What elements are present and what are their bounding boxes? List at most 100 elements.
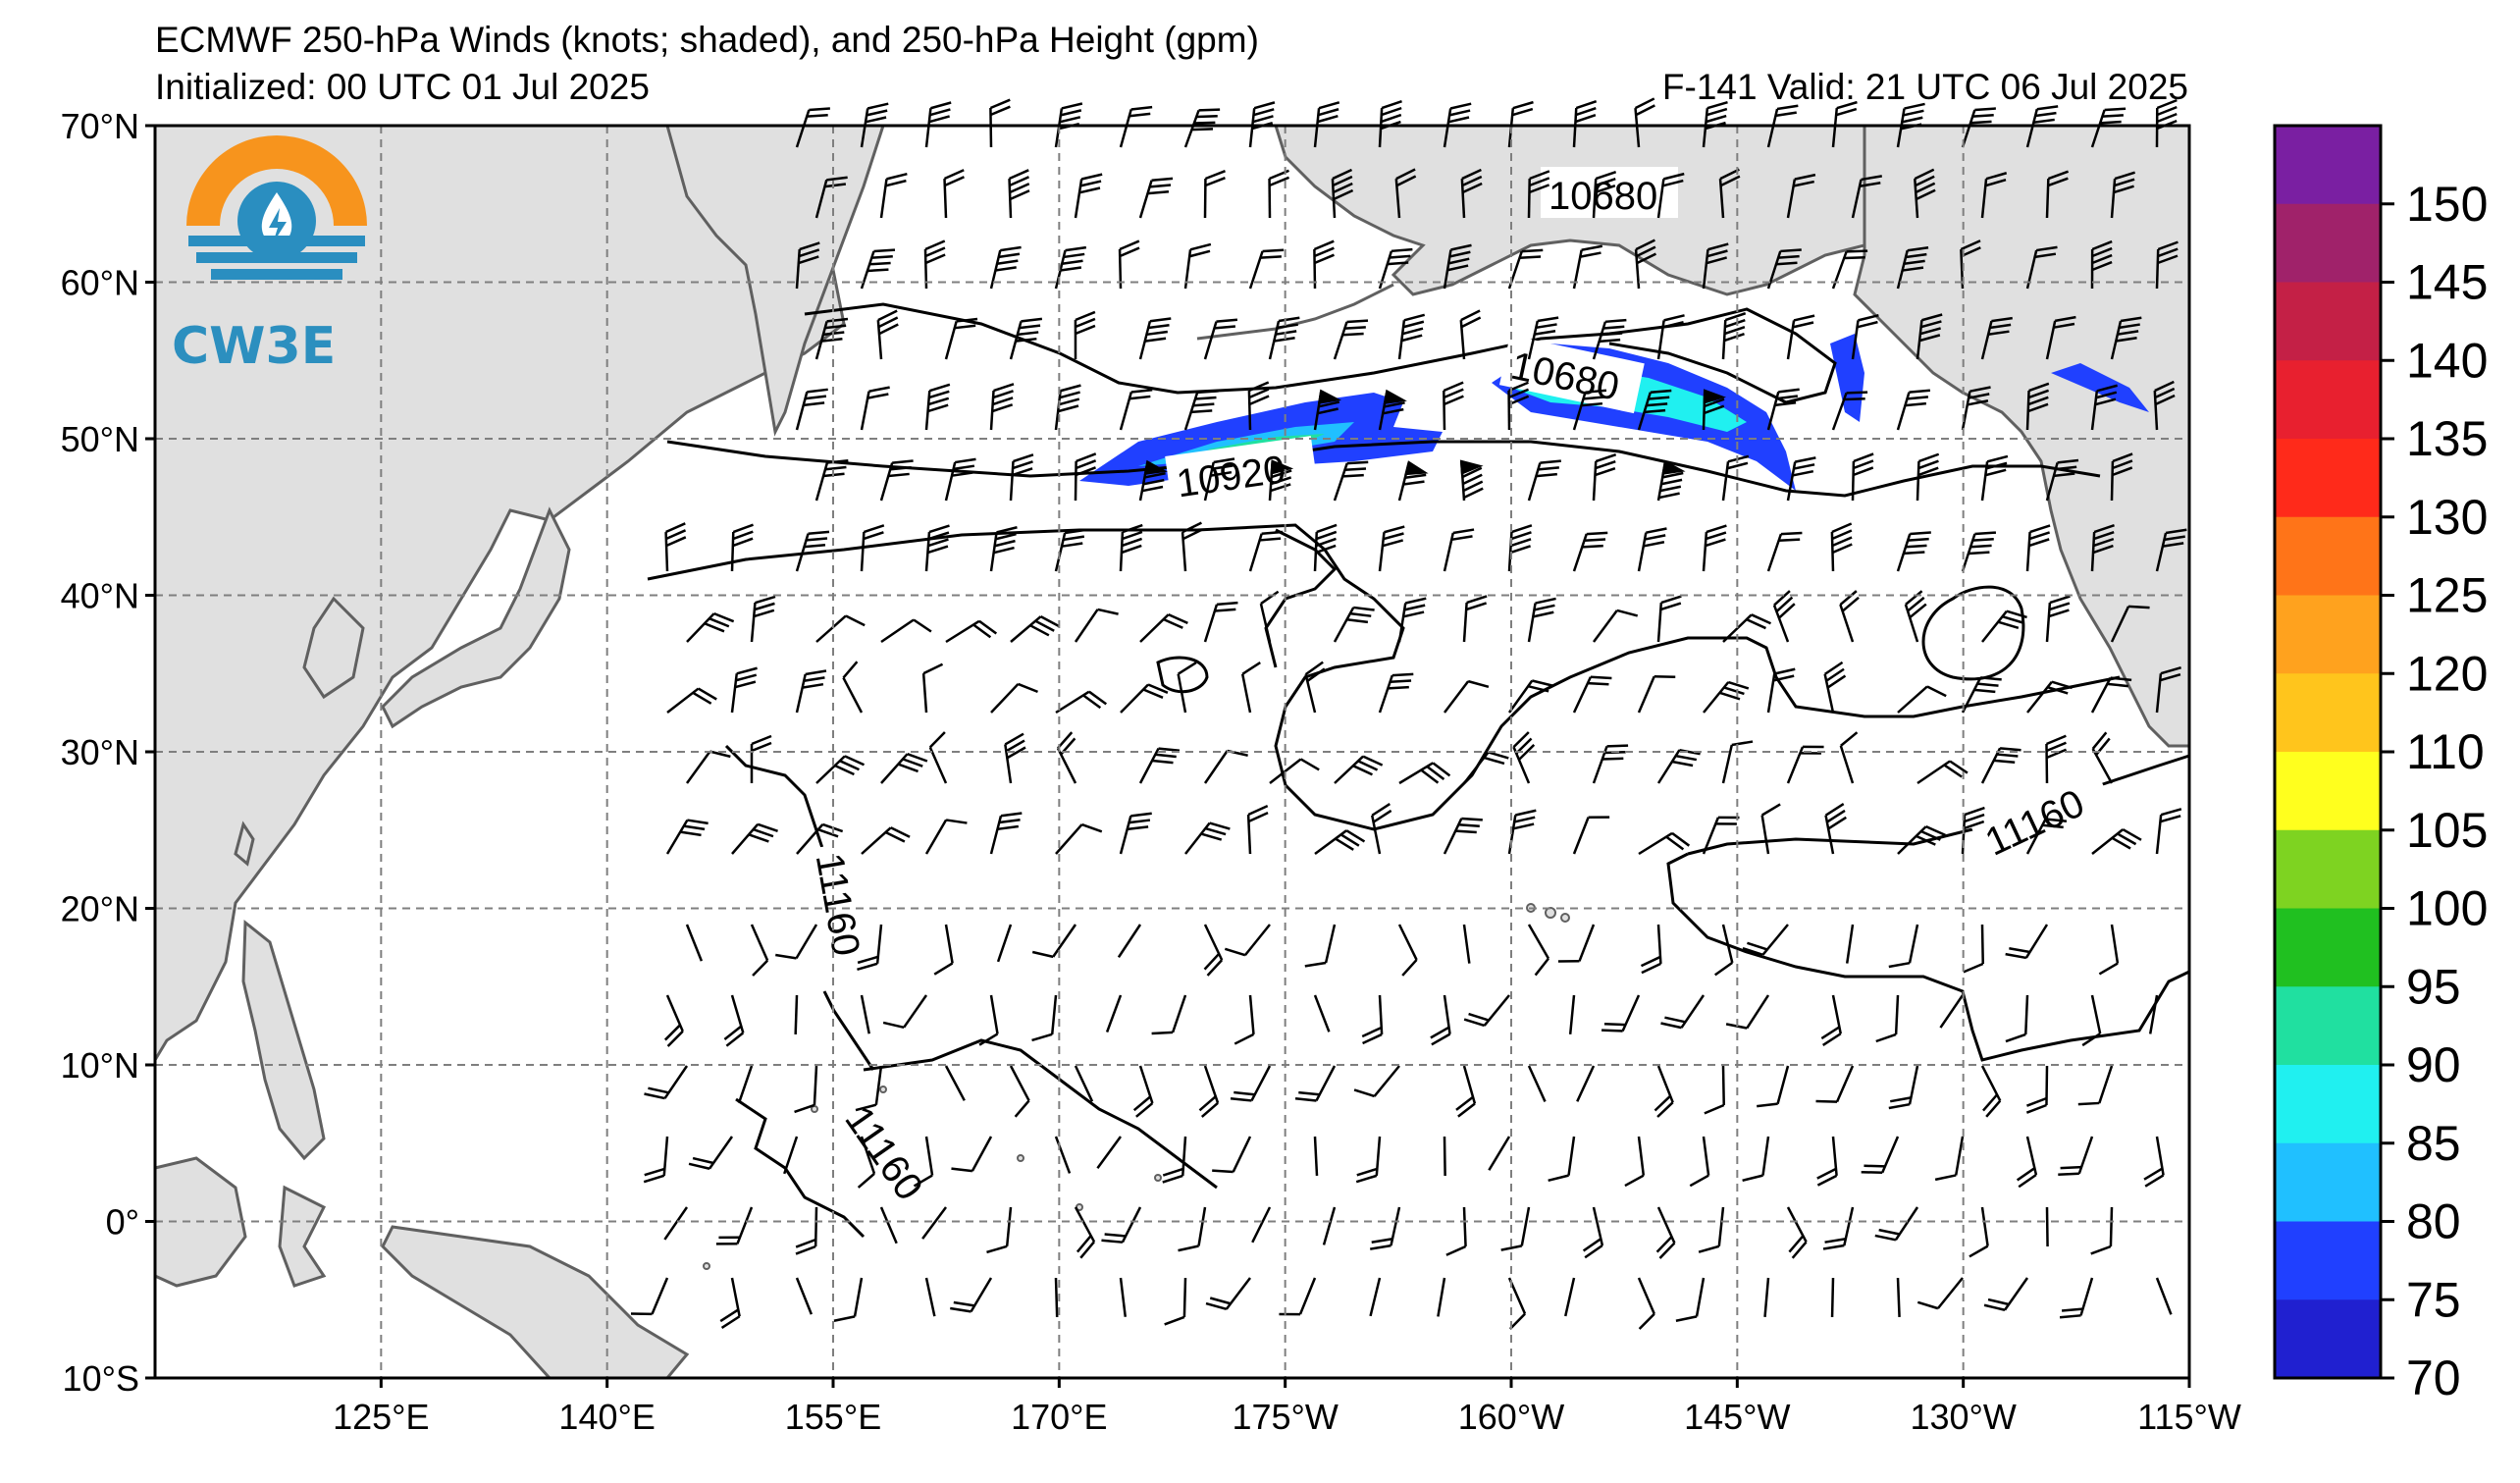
barb-feather — [1432, 762, 1451, 777]
wind-barb — [1845, 924, 1855, 964]
barb-feather — [1512, 100, 1534, 110]
barb-feather — [1905, 252, 1927, 259]
barb-feather — [1715, 822, 1737, 825]
barb-feather — [866, 393, 889, 399]
barb-feather — [709, 750, 731, 759]
colorbar-swatch — [2275, 908, 2381, 987]
barb-staff — [1721, 1065, 1725, 1106]
wind-barb — [2045, 595, 2071, 643]
barb-feather — [2027, 402, 2049, 413]
lon-label: 170°E — [1011, 1397, 1107, 1437]
barb-feather — [1665, 835, 1685, 851]
barb-feather — [1080, 173, 1103, 181]
colorbar-label: 70 — [2406, 1351, 2461, 1405]
barb-feather — [1452, 528, 1475, 535]
barb-feather — [2111, 836, 2131, 850]
barb-feather — [1704, 404, 1725, 415]
barb-feather — [1252, 115, 1274, 124]
wind-barb — [1378, 389, 1407, 431]
wind-barb — [1527, 1065, 1547, 1102]
wind-barb — [1823, 661, 1847, 714]
barb-staff — [1763, 1277, 1770, 1317]
barb-feather — [2127, 605, 2150, 609]
colorbar-label: 120 — [2406, 646, 2488, 701]
barb-feather — [1455, 829, 1477, 834]
barb-feather — [1704, 1103, 1725, 1115]
barb-feather — [799, 241, 820, 251]
barb-staff — [1894, 994, 1900, 1035]
barb-feather — [704, 622, 725, 633]
barb-feather — [1209, 821, 1231, 830]
barb-feather — [1130, 388, 1153, 394]
wind-barb — [1463, 994, 1510, 1028]
barb-feather — [2016, 1167, 2036, 1182]
barb-feather — [1012, 467, 1033, 477]
barb-feather — [1964, 813, 1985, 823]
barb-staff — [1980, 1206, 1989, 1246]
wind-barb — [1888, 1065, 1919, 1110]
lat-label: 40°N — [61, 576, 139, 616]
wind-barb — [990, 682, 1038, 714]
barb-feather — [757, 822, 778, 833]
barb-feather — [1985, 172, 2008, 181]
wind-barb — [1721, 740, 1754, 784]
wind-barb — [1259, 590, 1280, 643]
barb-feather — [1793, 180, 1814, 187]
barb-feather — [1155, 753, 1177, 759]
barb-feather — [927, 397, 950, 406]
barb-feather — [1395, 168, 1416, 181]
wind-barb — [1164, 1277, 1187, 1326]
barb-feather — [1119, 239, 1140, 251]
barb-feather — [1460, 309, 1481, 322]
wind-barb — [1786, 456, 1816, 502]
barb-feather — [1149, 184, 1172, 188]
wind-barb — [1203, 924, 1224, 977]
wind-barb — [737, 1065, 754, 1104]
cw3e-logo: CW3E — [172, 135, 367, 376]
wind-barb — [1378, 672, 1414, 714]
barb-feather — [1063, 535, 1085, 542]
wind-barb — [715, 1206, 754, 1245]
wind-barb — [1527, 924, 1550, 977]
barb-feather — [698, 687, 717, 701]
barb-feather — [732, 537, 754, 548]
barb-feather — [1468, 1012, 1490, 1022]
wind-barb — [1637, 1277, 1655, 1330]
wind-barb — [1055, 690, 1108, 715]
barb-feather — [1724, 326, 1746, 336]
wind-barb — [2005, 994, 2029, 1043]
barb-feather — [1467, 679, 1490, 689]
barb-feather — [1455, 1095, 1474, 1111]
barb-feather — [751, 741, 772, 753]
barb-feather — [1822, 1244, 1845, 1250]
barb-feather — [1314, 253, 1335, 265]
wind-barb — [1119, 523, 1143, 572]
barb-staff — [1369, 1277, 1382, 1317]
barb-feather — [1859, 181, 1881, 187]
barb-feather — [1831, 536, 1853, 548]
wind-barb — [1576, 1065, 1596, 1102]
barb-feather — [1719, 175, 1741, 187]
barb-feather — [1316, 523, 1338, 534]
barb-feather — [809, 107, 830, 112]
wind-barb — [1763, 1277, 1770, 1317]
barb-feather — [1963, 962, 1984, 974]
barb-feather — [873, 248, 896, 253]
barb-feather — [1346, 460, 1369, 465]
barb-feather — [1248, 395, 1270, 406]
barb-staff — [971, 1136, 993, 1172]
barb-feather — [2049, 595, 2071, 605]
wind-barb — [1592, 453, 1617, 502]
barb-feather — [2081, 1033, 2101, 1047]
barb-staff — [921, 673, 928, 714]
wind-barb — [1702, 524, 1727, 572]
barb-feather — [1430, 1026, 1450, 1039]
barb-feather — [992, 390, 1014, 399]
barb-feather — [1908, 537, 1929, 542]
barb-feather — [1969, 1245, 1989, 1258]
barb-staff — [924, 819, 948, 855]
barb-staff — [1776, 1065, 1790, 1104]
wind-barb — [1637, 674, 1676, 714]
barb-feather — [1206, 959, 1224, 977]
barb-feather — [1009, 176, 1029, 187]
